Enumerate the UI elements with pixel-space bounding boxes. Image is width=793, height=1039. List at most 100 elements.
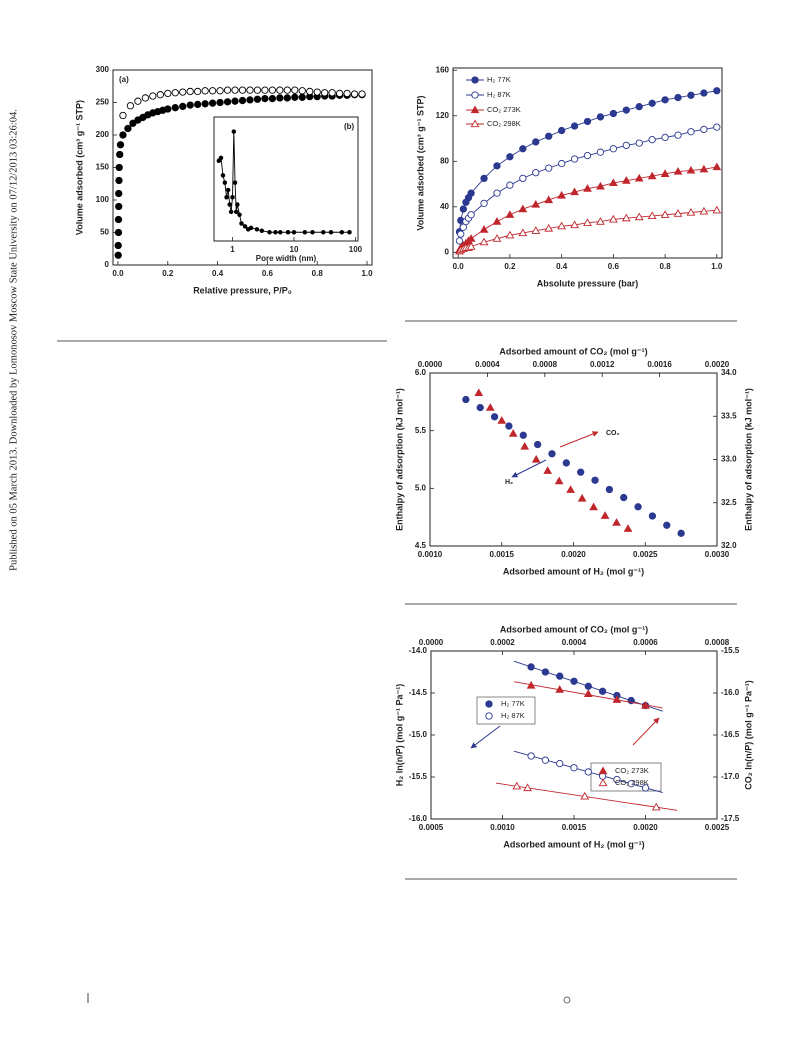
point — [208, 87, 217, 95]
y2-tick-label: -15.5 — [721, 646, 740, 655]
x-tick-label: 1.0 — [711, 262, 723, 271]
x-axis-label: Adsorbed amount of H₂ (mol g⁻¹) — [503, 839, 644, 849]
legend-marker — [598, 778, 608, 787]
point — [347, 229, 352, 235]
point — [541, 668, 550, 676]
y-tick-label: -14.0 — [409, 646, 428, 655]
point — [554, 476, 564, 485]
point — [584, 768, 592, 776]
point — [613, 775, 621, 784]
point — [302, 229, 308, 235]
point — [455, 237, 464, 245]
point — [596, 148, 605, 156]
point — [687, 128, 695, 136]
point — [635, 139, 643, 147]
point — [119, 131, 127, 139]
point — [623, 524, 633, 532]
x2-tick-label: 0.0012 — [590, 360, 615, 369]
point — [134, 97, 142, 105]
point — [223, 98, 232, 106]
x2-axis-label: Adsorbed amount of CO₂ (mol g⁻¹) — [500, 624, 648, 634]
point — [544, 223, 554, 232]
point — [179, 88, 187, 96]
x2-tick-label: 0.0004 — [475, 360, 500, 369]
point — [328, 229, 334, 235]
point — [497, 416, 507, 424]
point — [253, 86, 262, 94]
point — [570, 187, 579, 196]
point — [570, 220, 579, 229]
point — [283, 94, 291, 102]
point — [570, 677, 578, 685]
point — [651, 802, 661, 811]
x-tick-label: 0.4 — [556, 262, 568, 271]
point — [531, 226, 541, 234]
y2-tick-label: -16.0 — [721, 688, 740, 697]
x-tick-label: 0.6 — [262, 269, 274, 278]
y2-tick-label: 33.0 — [721, 455, 737, 464]
y2-tick-label: 32.5 — [721, 498, 737, 507]
point — [216, 158, 222, 164]
point — [508, 429, 518, 437]
point — [201, 100, 209, 108]
point — [648, 512, 657, 520]
point — [577, 468, 585, 476]
point — [231, 86, 239, 94]
point — [179, 102, 187, 111]
point — [216, 98, 224, 107]
point — [605, 485, 614, 494]
point — [259, 228, 265, 234]
point — [570, 764, 578, 772]
point — [141, 94, 150, 102]
plot-frame — [213, 116, 359, 242]
point — [283, 86, 291, 94]
point — [555, 685, 565, 693]
point — [237, 212, 242, 217]
point — [663, 521, 671, 529]
x-tick-label: 0.0025 — [705, 823, 730, 832]
point — [647, 211, 657, 220]
point — [505, 210, 515, 218]
point — [505, 422, 513, 430]
point — [634, 503, 642, 511]
point — [673, 167, 683, 175]
point — [291, 229, 297, 235]
y-tick-label: 5.0 — [415, 483, 427, 492]
arrow — [559, 431, 599, 448]
point — [674, 131, 682, 139]
y-tick-label: 250 — [96, 98, 110, 107]
point — [712, 162, 722, 171]
point — [467, 211, 475, 219]
point — [566, 485, 576, 493]
y-tick-label: 200 — [96, 130, 110, 139]
x-tick-label: 0.0 — [453, 262, 465, 271]
point — [350, 90, 359, 98]
point — [129, 119, 137, 127]
point — [557, 221, 567, 230]
y2-tick-label: -17.0 — [721, 772, 740, 781]
point — [476, 403, 484, 412]
y-tick-label: 0 — [105, 260, 110, 269]
point — [700, 125, 708, 134]
point — [220, 173, 226, 178]
plot-frame — [430, 650, 718, 820]
point — [713, 87, 721, 95]
point — [647, 171, 657, 180]
y-tick-label: -16.0 — [409, 814, 428, 823]
legend-marker — [485, 712, 493, 720]
point — [457, 230, 465, 238]
x-tick-label: 0.0 — [112, 269, 124, 278]
point — [246, 96, 254, 104]
panel-label: (b) — [344, 122, 355, 131]
y-tick-label: 40 — [440, 202, 449, 211]
point — [115, 176, 123, 185]
point — [612, 695, 622, 703]
point — [712, 205, 722, 214]
point — [242, 224, 248, 229]
point — [556, 672, 564, 680]
x-tick-label: 100 — [349, 245, 363, 254]
x-tick-label: 0.0020 — [633, 823, 658, 832]
legend-label: CO₂ 298K — [487, 119, 521, 128]
y-tick-label: 80 — [440, 156, 449, 165]
point — [490, 413, 499, 421]
